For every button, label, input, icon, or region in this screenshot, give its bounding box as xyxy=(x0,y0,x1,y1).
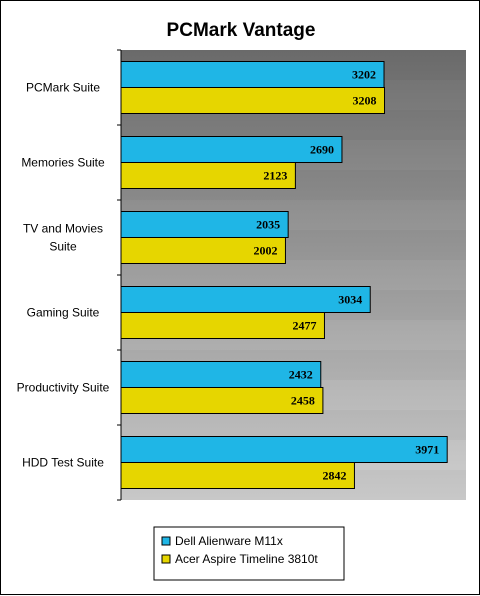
category-label: PCMark Suite xyxy=(26,81,100,95)
legend-label: Acer Aspire Timeline 3810t xyxy=(175,552,318,566)
category-label: Memories Suite xyxy=(21,156,105,170)
data-label: 2432 xyxy=(289,368,313,382)
bar xyxy=(120,162,296,189)
bar xyxy=(120,61,385,88)
bars-layer: PCMark Suite 3202 3208 Memories Suite 2690 21… xyxy=(17,49,466,501)
category-label: Productivity Suite xyxy=(17,381,110,395)
data-label: 2123 xyxy=(263,169,287,183)
data-label: 2458 xyxy=(291,394,315,408)
data-label: 3208 xyxy=(353,94,377,108)
legend-label: Dell Alienware M11x xyxy=(175,534,283,548)
plot-band xyxy=(121,410,466,440)
plot-area xyxy=(121,50,466,500)
data-label: 2842 xyxy=(322,469,346,483)
legend-box xyxy=(153,526,345,581)
bar xyxy=(120,136,343,163)
bar xyxy=(120,462,355,489)
data-label: 3034 xyxy=(338,293,362,307)
category-label: HDD Test Suite xyxy=(22,456,104,470)
legend-swatch xyxy=(161,554,171,564)
bar xyxy=(120,436,448,463)
data-label: 3971 xyxy=(415,443,439,457)
plot-band xyxy=(121,110,466,140)
category-label: Gaming Suite xyxy=(27,306,100,320)
data-label: 3202 xyxy=(352,68,376,82)
bar xyxy=(120,286,371,313)
category-label: TV and Movies Suite xyxy=(23,222,103,254)
data-label: 2690 xyxy=(310,143,334,157)
data-label: 2002 xyxy=(253,244,277,258)
bar xyxy=(120,361,322,388)
chart-title: PCMark Vantage xyxy=(167,20,316,41)
bar xyxy=(120,87,386,114)
data-label: 2477 xyxy=(292,319,316,333)
data-label: 2035 xyxy=(256,218,280,232)
bar xyxy=(120,387,324,414)
legend: Dell Alienware M11x Acer Aspire Timeline … xyxy=(153,526,345,581)
legend-swatch xyxy=(161,536,171,546)
bar xyxy=(120,237,286,264)
plot-band xyxy=(121,260,466,290)
